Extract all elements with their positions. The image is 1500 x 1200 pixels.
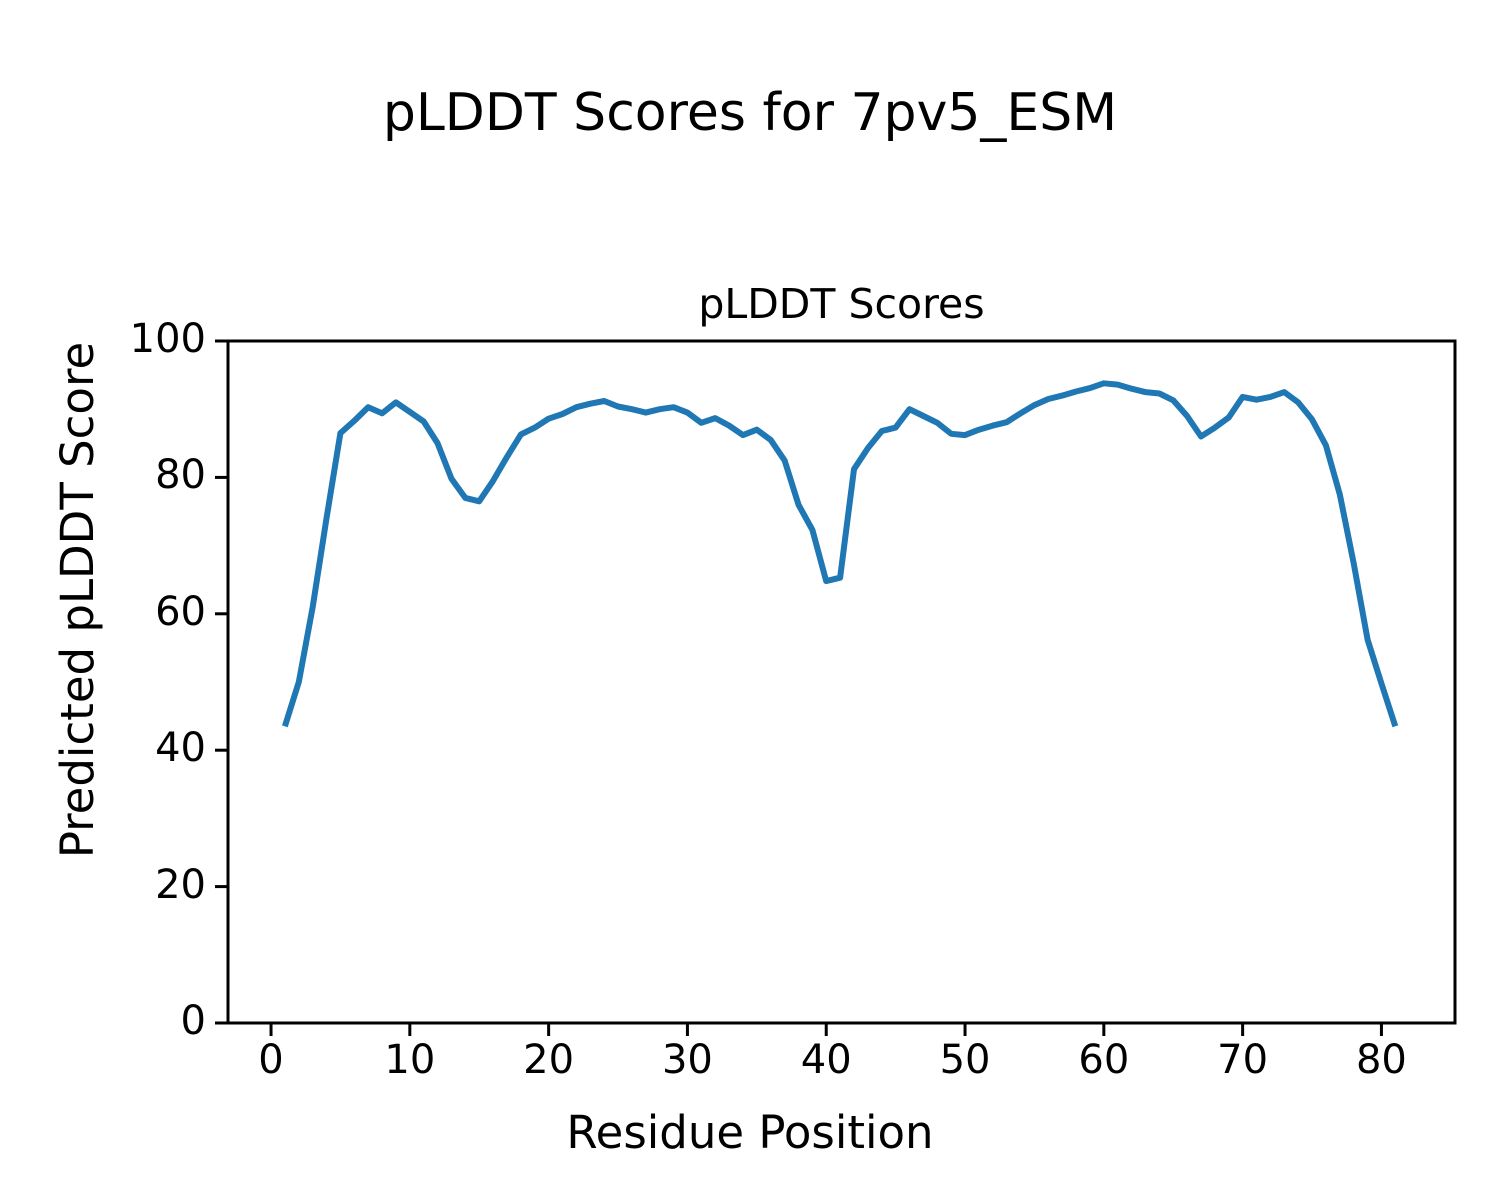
x-tick-label: 70 bbox=[1217, 1037, 1269, 1083]
x-tick-label: 10 bbox=[384, 1037, 436, 1083]
y-tick-label: 40 bbox=[155, 725, 206, 772]
y-tick-label: 80 bbox=[155, 452, 206, 499]
y-tick-label: 60 bbox=[155, 588, 206, 635]
x-tick-label: 80 bbox=[1355, 1037, 1407, 1083]
axis-tick-marks bbox=[215, 339, 1383, 1036]
x-tick-label: 0 bbox=[258, 1037, 284, 1083]
x-tick-label: 50 bbox=[939, 1037, 991, 1083]
x-axis-label: Residue Position bbox=[566, 1106, 934, 1159]
x-tick-label: 60 bbox=[1078, 1037, 1130, 1083]
figure-title: pLDDT Scores for 7pv5_ESM bbox=[382, 83, 1118, 143]
axes-title: pLDDT Scores bbox=[698, 280, 985, 328]
x-tick-label: 20 bbox=[523, 1037, 575, 1083]
x-tick-label: 30 bbox=[661, 1037, 713, 1083]
plddt-series-line bbox=[282, 380, 1399, 728]
plot-frame bbox=[226, 339, 1457, 1025]
y-tick-label: 20 bbox=[155, 861, 206, 908]
x-tick-label: 40 bbox=[800, 1037, 852, 1083]
pLDDT-line-chart bbox=[215, 339, 1457, 1036]
y-tick-label: 0 bbox=[180, 998, 206, 1044]
y-tick-label: 100 bbox=[129, 316, 206, 362]
